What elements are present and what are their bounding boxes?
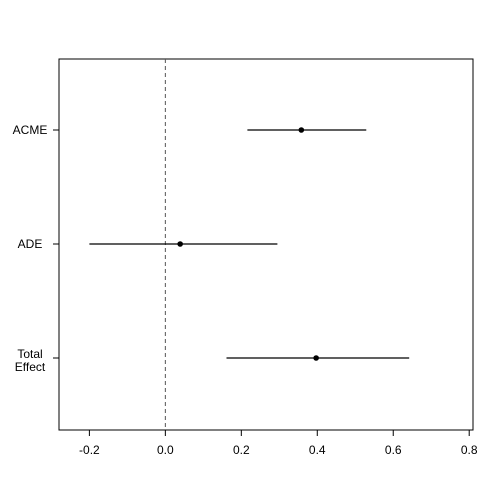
point — [313, 355, 319, 361]
x-tick-label: 0.6 — [385, 443, 402, 457]
x-tick-label: -0.2 — [79, 443, 100, 457]
point — [177, 241, 183, 247]
x-tick-label: 0.2 — [233, 443, 250, 457]
x-tick-label: 0.0 — [157, 443, 174, 457]
x-tick-label: 0.8 — [461, 443, 478, 457]
y-tick-label: Total Effect — [14, 347, 46, 374]
y-tick-label: ADE — [17, 236, 43, 251]
x-tick-label: 0.4 — [309, 443, 326, 457]
point — [298, 127, 305, 133]
y-tick-label: ACME — [12, 122, 48, 137]
